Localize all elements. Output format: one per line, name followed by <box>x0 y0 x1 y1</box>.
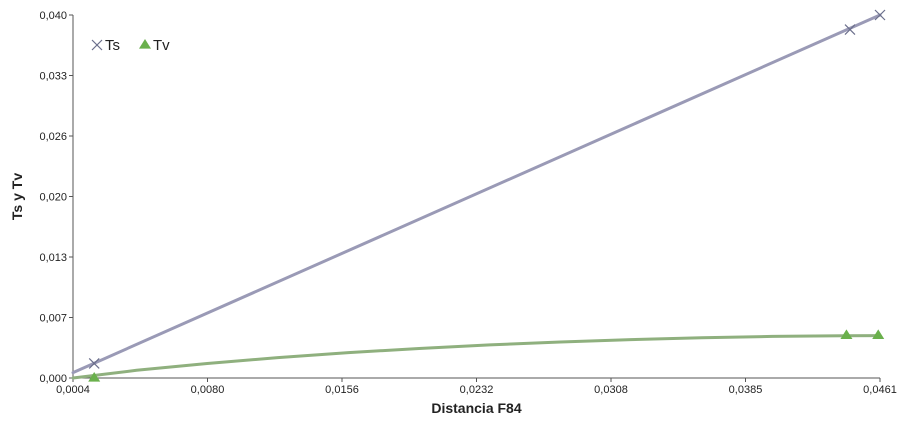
data-point-ts <box>844 24 856 35</box>
marker-stroke <box>874 9 886 21</box>
data-point-ts <box>874 9 886 21</box>
data-point-tv <box>840 329 853 339</box>
marker-stroke <box>91 39 103 51</box>
legend-label-tv: Tv <box>153 37 170 54</box>
series-line-ts <box>71 13 882 375</box>
x-tick-label: 0,0080 <box>191 384 225 396</box>
y-tick-label: 0,000 <box>39 373 67 385</box>
x-tick-label: 0,0156 <box>325 384 359 396</box>
series-line-tv <box>71 334 882 380</box>
y-axis-title: Ts y Tv <box>9 173 25 220</box>
y-axis-ticks: 0,000 0,007 0,013 0,020 0,026 0,033 0,040 <box>39 10 73 385</box>
legend-label-ts: Ts <box>105 37 120 54</box>
legend-marker-tv <box>139 39 151 49</box>
marker-stroke <box>844 24 856 35</box>
data-point-ts <box>88 358 100 369</box>
legend: Ts Tv <box>91 37 170 54</box>
x-axis-ticks: 0,0004 0,0080 0,0156 0,0232 0,0308 0,0385 0,04… <box>56 378 897 396</box>
data-point-tv <box>872 329 885 339</box>
legend-marker-ts <box>91 39 103 51</box>
x-tick-label: 0,0004 <box>56 384 90 396</box>
y-tick-label: 0,013 <box>39 252 67 264</box>
y-tick-label: 0,020 <box>39 192 67 204</box>
data-point-tv <box>88 372 101 382</box>
y-tick-label: 0,026 <box>39 131 67 143</box>
y-tick-label: 0,033 <box>39 71 67 83</box>
data-points <box>88 9 886 382</box>
x-tick-label: 0,0385 <box>729 384 763 396</box>
y-tick-label: 0,040 <box>39 10 67 22</box>
x-axis-title: Distancia F84 <box>431 400 521 416</box>
series-lines <box>71 13 882 380</box>
x-tick-label: 0,0461 <box>863 384 897 396</box>
marker-stroke <box>88 358 100 369</box>
x-tick-label: 0,0232 <box>460 384 494 396</box>
y-tick-label: 0,007 <box>39 313 67 325</box>
x-tick-label: 0,0308 <box>594 384 628 396</box>
